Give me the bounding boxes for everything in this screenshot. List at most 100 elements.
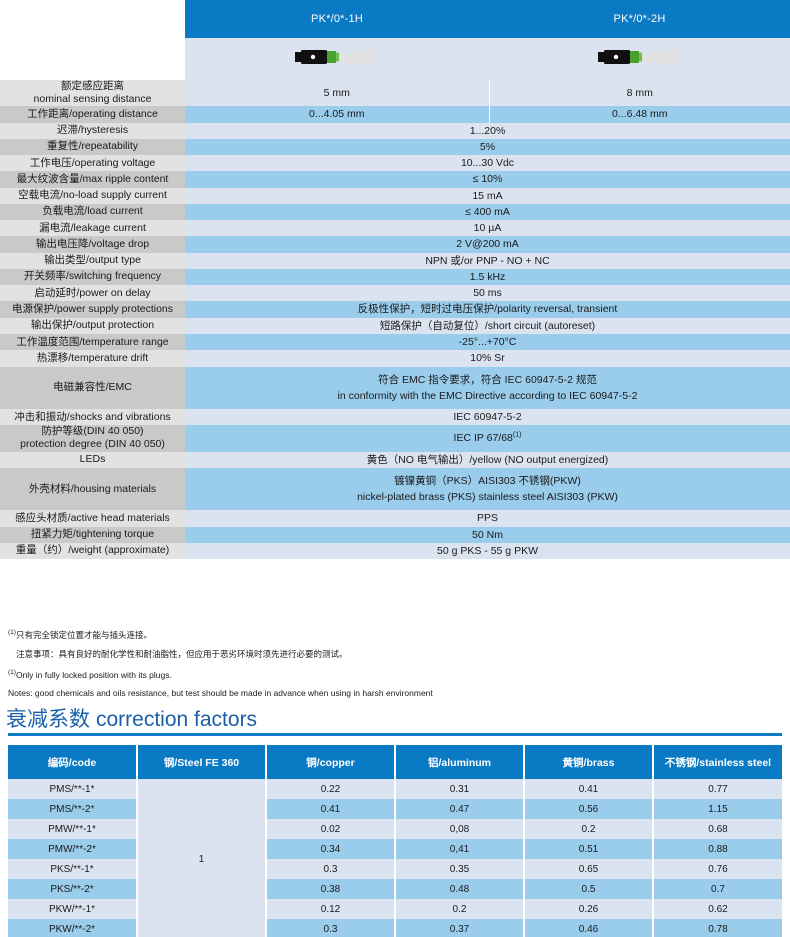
spec-row: 重量（约）/weight (approximate) 50 g PKS - 55 …: [0, 542, 790, 560]
spec-value: 镀镍黄铜（PKS）AISI303 不锈钢(PKW) nickel-plated b…: [185, 467, 790, 511]
spec-row: 工作电压/operating voltage 10...30 Vdc: [0, 155, 790, 172]
spec-row: 额定感应距离 nominal sensing distance 5 mm 8 mm: [0, 80, 790, 107]
product-image-row: [0, 38, 790, 80]
spec-label: 额定感应距离 nominal sensing distance: [0, 80, 185, 107]
cf-cell-aluminum: 0.47: [395, 799, 525, 819]
spec-value: 2 V@200 mA: [185, 236, 790, 253]
spec-value: PPS: [185, 510, 790, 527]
cf-cell-stainless: 0.7: [653, 879, 782, 899]
spec-value: 50 Nm: [185, 526, 790, 543]
spec-value-line: in conformity with the EMC Directive acc…: [337, 389, 638, 402]
spec-row: 冲击和振动/shocks and vibrations IEC 60947-5-2: [0, 409, 790, 426]
spec-label: 工作距离/operating distance: [0, 106, 185, 123]
sensor-beam-icon: [596, 44, 684, 75]
spec-value: 10...30 Vdc: [185, 155, 790, 172]
spec-row: LEDs 黄色（NO 电气输出）/yellow (NO output energi…: [0, 451, 790, 468]
spec-value: 短路保护（自动复位）/short circuit (autoreset): [185, 317, 790, 334]
spec-row: 负载电流/load current ≤ 400 mA: [0, 203, 790, 221]
heading-english: correction factors: [96, 708, 258, 731]
spec-row: 感应头材质/active head materials PPS: [0, 510, 790, 527]
spec-label: 工作电压/operating voltage: [0, 155, 185, 172]
spec-row: 输出类型/output type NPN 或/or PNP - NO + NC: [0, 252, 790, 269]
cf-cell-stainless: 0.77: [653, 779, 782, 799]
cf-table-row: PMS/**-1* 1 0.22 0.31 0.41 0.77: [8, 779, 782, 937]
spec-row: 最大纹波含量/max ripple content ≤ 10%: [0, 171, 790, 188]
cf-cell-aluminum: 0.35: [395, 859, 525, 879]
spec-label: 重量（约）/weight (approximate): [0, 542, 185, 560]
correction-factors-heading: 衰减系数 correction factors: [6, 703, 257, 733]
spec-label: 工作温度范围/temperature range: [0, 333, 185, 351]
footnote-cn-2: 注意事项：具有良好的耐化学性和耐油脂性，但应用于恶劣环境时须先进行必要的测试。: [16, 648, 348, 659]
spec-value: 10 µA: [185, 220, 790, 237]
footnotes-block: (1)只有完全锁定位置才能与插头连接。 注意事项：具有良好的耐化学性和耐油脂性，…: [8, 628, 608, 707]
cf-cell-stainless: 0.78: [653, 919, 782, 937]
cf-cell-code: PMW/**-1*: [8, 819, 138, 839]
cf-col-header-1: 钢/Steel FE 360: [137, 745, 267, 779]
spec-value: 15 mA: [185, 187, 790, 204]
cf-cell-stainless: 0.76: [653, 859, 782, 879]
product-image-cell-2: [489, 38, 790, 80]
spec-label: 扭紧力矩/tightening torque: [0, 526, 185, 543]
spec-value: 10% Sr: [185, 350, 790, 367]
cf-table-row: PKW/**-1* 0.12 0.2 0.26 0.62: [8, 899, 782, 919]
spec-label-en: protection degree (DIN 40 050): [20, 438, 165, 451]
spec-row: 开关频率/switching frequency 1.5 kHz: [0, 268, 790, 286]
footnote-en-2: Notes: good chemicals and oils resistanc…: [8, 688, 433, 699]
cf-cell-copper: 0.3: [266, 859, 396, 879]
spec-row: 空载电流/no-load supply current 15 mA: [0, 187, 790, 204]
spec-label: 开关频率/switching frequency: [0, 268, 185, 286]
spec-value-line: 符合 EMC 指令要求，符合 IEC 60947-5-2 规范: [378, 373, 597, 386]
cf-col-header-2: 铜/copper: [266, 745, 396, 779]
image-row-blank: [0, 38, 185, 80]
sensor-beam-icon: [293, 44, 381, 75]
product-image-cell-1: [185, 38, 489, 80]
cf-cell-stainless: 0.68: [653, 819, 782, 839]
footnote-marker: (1): [8, 668, 16, 676]
cf-table-row: PKW/**-2* 0.3 0.37 0.46 0.78: [8, 919, 782, 937]
spec-row: 工作距离/operating distance 0...4.05 mm 0...6.…: [0, 106, 790, 123]
cf-cell-copper: 0.34: [266, 839, 396, 859]
cf-cell-aluminum: 0,08: [395, 819, 525, 839]
spec-label: 最大纹波含量/max ripple content: [0, 171, 185, 188]
correction-factors-table: 编码/code 钢/Steel FE 360 铜/copper 铝/aluminum 黄…: [8, 745, 782, 937]
spec-label: 负载电流/load current: [0, 203, 185, 221]
cf-cell-code: PKS/**-1*: [8, 859, 138, 879]
cf-cell-brass: 0.5: [524, 879, 654, 899]
spec-label-en: nominal sensing distance: [33, 93, 152, 106]
footnote-en-1: (1)Only in fully locked position with it…: [8, 668, 172, 680]
spec-value: -25°...+70°C: [185, 333, 790, 351]
cf-cell-copper: 0.02: [266, 819, 396, 839]
cf-table-row: PKS/**-2* 0.38 0.48 0.5 0.7: [8, 879, 782, 899]
spec-label: 热漂移/temperature drift: [0, 350, 185, 367]
spec-header-2: PK*/0*-2H: [489, 0, 790, 38]
spec-row: 漏电流/leakage current 10 µA: [0, 220, 790, 237]
spec-row: 热漂移/temperature drift 10% Sr: [0, 350, 790, 367]
spec-label-cn: 额定感应距离: [61, 80, 124, 92]
spec-value: 1...20%: [185, 122, 790, 139]
cf-col-header-0: 编码/code: [8, 745, 138, 779]
cf-col-header-4: 黄铜/brass: [524, 745, 654, 779]
cf-cell-aluminum: 0.37: [395, 919, 525, 937]
spec-header-1: PK*/0*-1H: [185, 0, 489, 38]
spec-label: 输出保护/output protection: [0, 317, 185, 334]
spec-value: ≤ 400 mA: [185, 203, 790, 221]
spec-value-col1: 0...4.05 mm: [185, 106, 490, 123]
spec-value: 符合 EMC 指令要求，符合 IEC 60947-5-2 规范 in confor…: [185, 366, 790, 410]
cf-cell-brass: 0.51: [524, 839, 654, 859]
spec-row: 防护等级(DIN 40 050) protection degree (DIN 4…: [0, 425, 790, 452]
cf-cell-code: PMS/**-2*: [8, 799, 138, 819]
spec-value-col1: 5 mm: [185, 80, 490, 107]
spec-value: 反极性保护，短时过电压保护/polarity reversal, transie…: [185, 301, 790, 318]
cf-cell-brass: 0.41: [524, 779, 654, 799]
cf-table-row: PMW/**-1* 0.02 0,08 0.2 0.68: [8, 819, 782, 839]
spec-label: 感应头材质/active head materials: [0, 510, 185, 527]
spec-label: 输出电压降/voltage drop: [0, 236, 185, 253]
spec-label: 输出类型/output type: [0, 252, 185, 269]
spec-value: NPN 或/or PNP - NO + NC: [185, 252, 790, 269]
specifications-table: PK*/0*-1H PK*/0*-2H 额定感应距离 nominal sensing …: [0, 0, 790, 560]
cf-cell-brass: 0.65: [524, 859, 654, 879]
cf-cell-code: PMW/**-2*: [8, 839, 138, 859]
spec-value-line: nickel-plated brass (PKS) stainless stee…: [357, 491, 618, 504]
table-header-row: 编码/code 钢/Steel FE 360 铜/copper 铝/aluminum 黄…: [8, 745, 782, 779]
